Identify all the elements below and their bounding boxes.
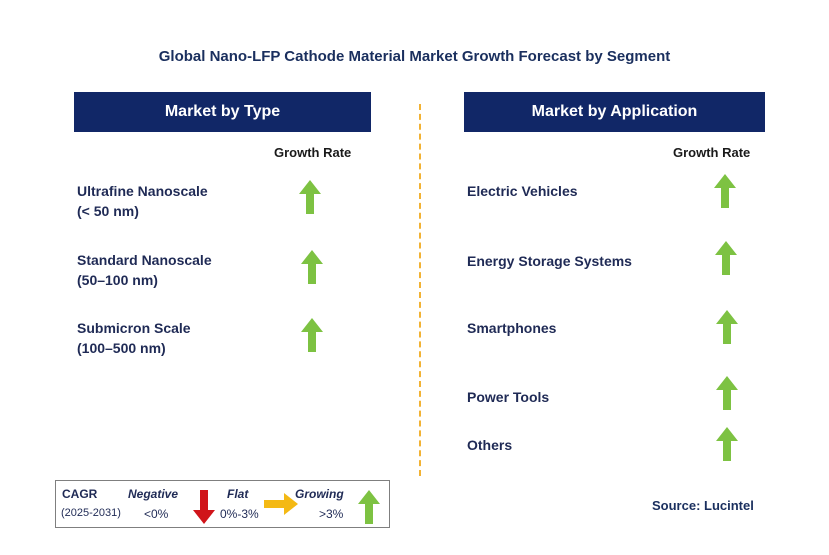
up-arrow-icon [716, 310, 738, 344]
legend-negative-range: <0% [144, 507, 169, 521]
type-item-sublabel: (50–100 nm) [77, 272, 158, 288]
type-item-label: Standard Nanoscale [77, 252, 212, 268]
type-item-sublabel: (100–500 nm) [77, 340, 166, 356]
market-by-type-header-label: Market by Type [164, 103, 281, 120]
up-arrow-icon [715, 241, 737, 275]
application-item-ev: Electric Vehicles [467, 183, 578, 199]
up-arrow-icon [716, 376, 738, 410]
type-item-label: Submicron Scale [77, 320, 191, 336]
legend-growing-label: Growing [295, 487, 344, 501]
market-by-type-header: Market by Type [74, 92, 371, 132]
type-item-sublabel: (< 50 nm) [77, 203, 139, 219]
type-item-submicron: Submicron Scale (100–500 nm) [77, 318, 191, 358]
market-by-application-header-label: Market by Application [531, 103, 698, 120]
type-growth-rate-label: Growth Rate [274, 145, 352, 160]
up-arrow-icon [714, 174, 736, 208]
up-arrow-icon [299, 180, 321, 214]
market-by-application-header: Market by Application [464, 92, 765, 132]
type-item-standard: Standard Nanoscale (50–100 nm) [77, 250, 212, 290]
type-item-ultrafine: Ultrafine Nanoscale (< 50 nm) [77, 181, 208, 221]
application-item-ess: Energy Storage Systems [467, 253, 632, 269]
application-item-smartphones: Smartphones [467, 320, 557, 336]
type-item-label: Ultrafine Nanoscale [77, 183, 208, 199]
application-item-power-tools: Power Tools [467, 389, 550, 405]
up-arrow-icon [716, 427, 738, 461]
legend-negative-label: Negative [128, 487, 179, 501]
panel-divider [419, 104, 421, 476]
legend-cagr-label: CAGR [62, 487, 98, 501]
up-arrow-icon [301, 318, 323, 352]
chart-title: Global Nano-LFP Cathode Material Market … [158, 48, 671, 65]
legend-flat-label: Flat [227, 487, 249, 501]
source-label: Source: Lucintel [652, 498, 754, 513]
up-arrow-icon [301, 250, 323, 284]
legend-period-label: (2025-2031) [61, 507, 121, 519]
application-item-others: Others [467, 437, 513, 453]
down-arrow-icon [193, 490, 215, 524]
cagr-legend: CAGR (2025-2031) Negative <0% Flat 0%-3%… [55, 480, 390, 528]
legend-flat-range: 0%-3% [220, 507, 259, 521]
right-arrow-icon [264, 493, 298, 515]
up-arrow-icon [358, 490, 380, 524]
legend-growing-range: >3% [319, 507, 344, 521]
application-growth-rate-label: Growth Rate [673, 145, 751, 160]
